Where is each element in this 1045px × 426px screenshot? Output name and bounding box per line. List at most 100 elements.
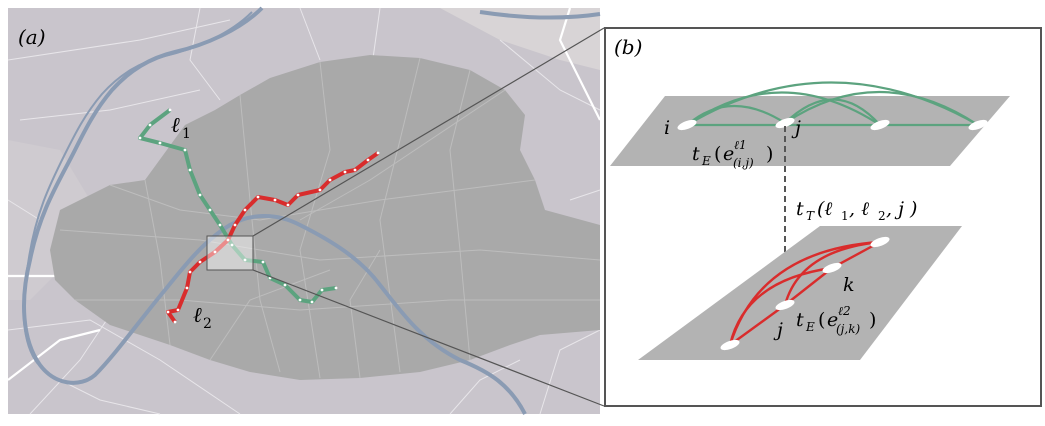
svg-text:ℓ: ℓ	[171, 113, 180, 137]
line-1-station	[188, 168, 192, 172]
zoom-box	[206, 235, 254, 271]
zoom-connector-bottom	[252, 269, 605, 407]
line-1-station	[148, 123, 152, 127]
line-2-label: ℓ 2	[193, 303, 212, 332]
line-1-station	[230, 243, 234, 247]
line-2-station	[318, 188, 322, 192]
svg-text:e: e	[723, 143, 734, 165]
line-2-station	[198, 260, 202, 264]
line-1-station	[208, 208, 212, 212]
svg-text:(: (	[818, 309, 825, 331]
svg-text:, j ): , j )	[886, 198, 917, 220]
panel-b-label: (b)	[614, 35, 642, 59]
line-2-station	[243, 208, 247, 212]
line-1-station	[218, 223, 222, 227]
line-2-station	[296, 193, 300, 197]
svg-text:, ℓ: , ℓ	[849, 198, 869, 220]
line-2-station	[286, 203, 290, 207]
line-2-station	[353, 168, 357, 172]
line-2-station	[376, 151, 380, 155]
svg-text:E: E	[805, 320, 815, 334]
river	[22, 6, 601, 415]
panel-a-label: (a)	[18, 25, 46, 49]
bottom-layer-edges	[728, 240, 881, 346]
top-edge-label: t E ( e ℓ1 (i,j) )	[692, 138, 773, 170]
svg-text:2: 2	[203, 316, 212, 332]
node-j-top-label: j	[791, 117, 801, 139]
line-2-station	[188, 270, 192, 274]
svg-text:(i,j): (i,j)	[733, 156, 754, 170]
line-2-station	[366, 158, 370, 162]
line-2-station	[176, 308, 180, 312]
line-1-station	[310, 300, 314, 304]
line-2-station	[226, 238, 230, 242]
line-2-route	[166, 151, 380, 324]
node-k-label: k	[843, 274, 855, 296]
svg-text:(: (	[714, 143, 721, 165]
line-1-station	[243, 258, 247, 262]
transfer-label: t T (ℓ 1 , ℓ 2 , j )	[796, 198, 917, 223]
node-bottom-4	[870, 236, 890, 248]
river-branch	[22, 11, 253, 365]
city-streets	[59, 57, 601, 379]
node-bottom-1	[720, 339, 740, 351]
line-1-station	[334, 286, 338, 290]
line-1-station	[261, 260, 265, 264]
line-2-station	[213, 250, 217, 254]
line-1-station	[168, 108, 172, 112]
line-1-station	[183, 148, 187, 152]
svg-text:1: 1	[182, 126, 191, 142]
top-layer-nodes	[677, 117, 988, 131]
line-1-station	[298, 298, 302, 302]
line-2-station	[328, 178, 332, 182]
node-k	[822, 262, 842, 274]
svg-text:(j,k): (j,k)	[836, 322, 860, 336]
svg-text:): )	[766, 143, 773, 165]
line-2-station	[166, 310, 170, 314]
node-j-top	[775, 117, 795, 129]
top-layer-edges	[686, 81, 979, 127]
svg-text:ℓ1: ℓ1	[734, 138, 747, 152]
svg-text:E: E	[701, 154, 711, 168]
city-area	[50, 55, 600, 380]
svg-text:ℓ: ℓ	[193, 303, 202, 327]
line-1-route	[138, 108, 337, 304]
line-2-stations	[166, 151, 380, 324]
svg-text:t: t	[796, 309, 804, 331]
panel-a-map: (a) ℓ 1 ℓ 2	[7, 6, 601, 415]
line-2-station	[173, 320, 177, 324]
svg-text:2: 2	[878, 209, 886, 223]
line-1-station	[283, 283, 287, 287]
line-1-stations	[138, 108, 338, 304]
line-1-station	[158, 141, 162, 145]
line-2-station	[256, 195, 260, 199]
bottom-edge-label: t E ( e ℓ2 (j,k) )	[796, 304, 876, 336]
line-1-station	[138, 136, 142, 140]
node-j-bottom-label: j	[773, 319, 783, 341]
svg-text:T: T	[806, 209, 815, 223]
svg-text:1: 1	[841, 209, 849, 223]
node-i-label: i	[664, 117, 670, 139]
panel-b: (b) i j t E ( e ℓ1 (i,j) )	[604, 27, 1042, 407]
bottom-layer-nodes	[720, 236, 890, 351]
line-2-station	[233, 223, 237, 227]
node-i	[677, 119, 697, 131]
node-top-3	[870, 119, 890, 131]
svg-text:ℓ2: ℓ2	[838, 304, 851, 318]
line-1-station	[320, 288, 324, 292]
svg-text:t: t	[692, 143, 700, 165]
zoom-connector-top	[252, 27, 605, 237]
svg-text:): )	[869, 309, 876, 331]
node-top-4	[968, 119, 988, 131]
line-1-label: ℓ 1	[171, 113, 191, 142]
line-2-station	[343, 170, 347, 174]
svg-text:t: t	[796, 198, 804, 220]
svg-text:e: e	[827, 309, 838, 331]
line-1-station	[198, 193, 202, 197]
svg-text:(ℓ: (ℓ	[817, 198, 832, 220]
line-2-station	[185, 286, 189, 290]
node-j-bottom	[775, 299, 795, 311]
line-2-station	[273, 198, 277, 202]
